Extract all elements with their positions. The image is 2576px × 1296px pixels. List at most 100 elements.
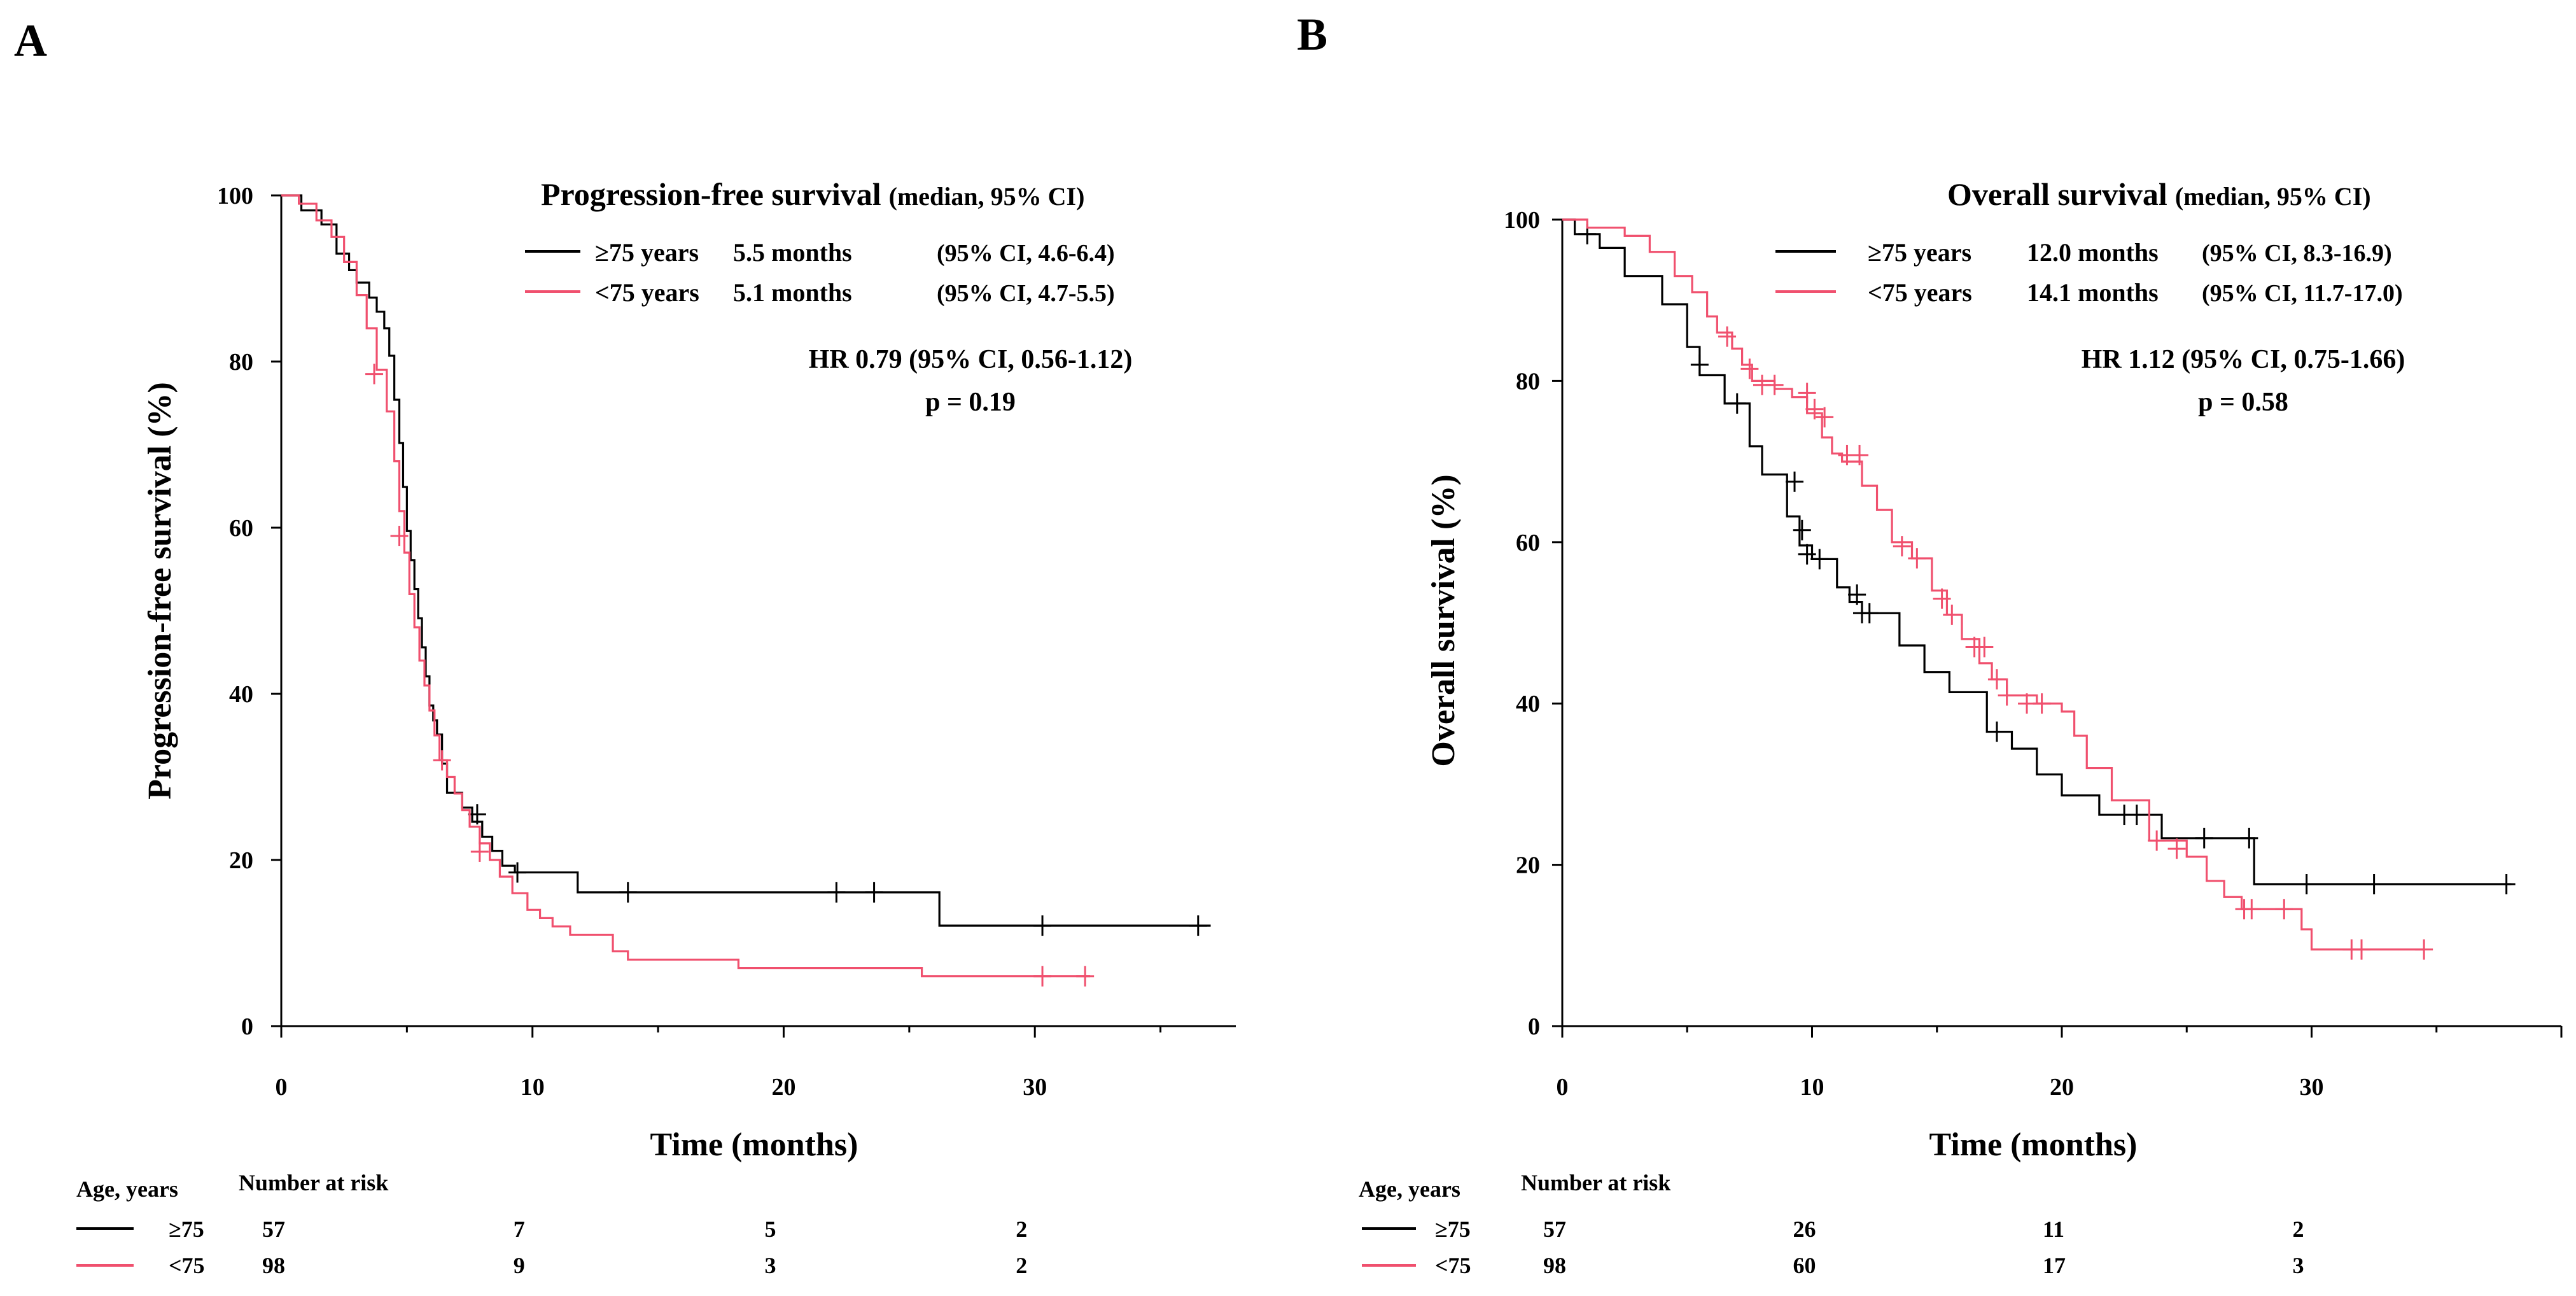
panel-b-censor-mark-lt75 [2243, 899, 2261, 920]
panel-b-censor-mark-lt75 [1975, 637, 1994, 658]
panel-b-risk-label-ge75: ≥75 [1435, 1216, 1471, 1242]
panel-b-censor-mark-ge75 [2365, 874, 2383, 895]
panel-b-censor-mark-ge75 [2497, 874, 2516, 895]
panel-b-censor-mark-ge75 [1793, 519, 1811, 540]
panel-a-risk-header-group: Age, years [76, 1176, 178, 1202]
panel-b-censor-mark-ge75 [2195, 828, 2213, 849]
panel-b-risk-value-ge75: 57 [1543, 1216, 1566, 1242]
panel-a-x-tick-label: 20 [771, 1074, 795, 1101]
panel-b-censor-mark-lt75 [2415, 939, 2433, 960]
panel-b-censor-mark-lt75 [2353, 939, 2370, 960]
panel-a-censor-mark-ge75 [1033, 915, 1052, 936]
panel-b-censor-mark-ge75 [2297, 874, 2316, 895]
panel-b-censor-mark-ge75 [1786, 471, 1804, 492]
panel-b-censor-mark-lt75 [1765, 374, 1784, 395]
panel-b-risk-value-ge75: 26 [1793, 1216, 1816, 1242]
panel-b-x-tick-label: 10 [1800, 1074, 1824, 1101]
panel-b-x-axis-title: Time (months) [1929, 1127, 2138, 1163]
panel-a-curve-ge75 [281, 194, 1211, 927]
panel-a-hazard-ratio: HR 0.79 (95% CI, 0.56-1.12) [809, 345, 1133, 374]
panel-a-censor-mark-lt75 [1076, 966, 1095, 987]
panel-b-censor-mark-lt75 [1718, 326, 1737, 347]
panel-a-risk-value-ge75: 2 [1016, 1216, 1027, 1242]
panel-b-censor-mark-lt75 [1987, 669, 2006, 690]
panel-a-risk-value-ge75: 7 [514, 1216, 525, 1242]
panel-a-censor-mark-ge75 [1189, 915, 1207, 936]
panel-a-risk-value-ge75: 57 [262, 1216, 285, 1242]
panel-a-risk-value-ge75: 5 [764, 1216, 776, 1242]
panel-b-risk-header: Number at risk [1521, 1170, 1670, 1195]
panel-b-censor-mark-ge75 [2127, 805, 2146, 826]
panel-b-risk-label-lt75: <75 [1435, 1253, 1471, 1278]
panel-b-censor-mark-lt75 [1805, 398, 1824, 419]
panel-b-censor-mark-ge75 [1810, 549, 1829, 570]
panel-b-censor-mark-ge75 [1690, 355, 1709, 376]
panel-a-title-note: (median, 95% CI) [889, 182, 1085, 211]
panel-b-p-value: p = 0.58 [2198, 388, 2288, 417]
panel-b-x-tick-label: 0 [1557, 1074, 1569, 1101]
panel-b-censor-mark-lt75 [1740, 358, 1759, 379]
panel-a-censor-mark-ge75 [468, 804, 486, 825]
panel-b-censor-mark-lt75 [1908, 548, 1926, 569]
panel-a-y-axis-title: Progression-free survival (%) [142, 382, 178, 799]
panel-a-y-tick-label: 0 [241, 1013, 253, 1040]
panel-a-risk-values: 57 7 5 2 98 9 3 2 [262, 1216, 1027, 1278]
panel-a-y-tick-label: 60 [229, 515, 253, 542]
panel-b-legend-median-ge75: 12.0 months [2027, 238, 2159, 267]
panel-a-y-tick-label: 20 [229, 847, 253, 874]
panel-b-censor-mark-lt75 [2167, 838, 2186, 859]
panel-a-censor-mark-lt75 [1033, 966, 1052, 987]
panel-a-legend-median-ge75: 5.5 months [733, 238, 852, 267]
panel-b-censor-mark-lt75 [1998, 685, 2016, 706]
panel-a-title-main: Progression-free survival [541, 176, 881, 212]
panel-b-letter: B [1297, 9, 1327, 60]
panel-b-curve-lt75 [1562, 218, 2425, 951]
panel-b-x-tick-label: 20 [2050, 1074, 2074, 1101]
panel-b-x-tick-label: 30 [2300, 1074, 2324, 1101]
panel-b-censor-mark-lt75 [1798, 383, 1816, 404]
panel-b-legend-median-lt75: 14.1 months [2027, 278, 2159, 307]
panel-b-legend-ci-lt75: (95% CI, 11.7-17.0) [2202, 280, 2403, 307]
panel-b-y-tick-label: 60 [1516, 530, 1540, 556]
panel-a-risk-value-lt75: 2 [1016, 1253, 1027, 1278]
panel-a-y-tick-label: 80 [229, 349, 253, 376]
panel-a-censor-mark-lt75 [390, 526, 409, 547]
panel-a-y-tick-label: 40 [229, 681, 253, 708]
panel-b-censor-mark-ge75 [2240, 828, 2258, 849]
panel-a-legend-median-lt75: 5.1 months [733, 278, 852, 307]
panel-a-title: Progression-free survival (median, 95% CI… [541, 176, 1084, 212]
panel-a-plot-area: 0 20 40 60 80 100 0 10 20 30 [217, 183, 1236, 1101]
panel-b-censor-mark-lt75 [2275, 899, 2293, 920]
panel-b-censor-mark-lt75 [1893, 536, 1911, 557]
panel-b-legend-ci-ge75: (95% CI, 8.3-16.9) [2202, 240, 2392, 267]
panel-b-censor-mark-ge75 [1860, 603, 1879, 624]
panel-a-censor-mark-ge75 [827, 882, 846, 903]
panel-b-title: Overall survival (median, 95% CI) [1947, 176, 2371, 212]
panel-b-title-main: Overall survival [1947, 176, 2167, 212]
panel-b-censor-mark-lt75 [1816, 407, 1834, 428]
panel-a-censor-mark-lt75 [365, 363, 384, 384]
panel-b-censor-mark-lt75 [1943, 604, 1961, 625]
panel-a-x-tick-label: 10 [521, 1074, 545, 1101]
panel-b-y-tick-label: 80 [1516, 368, 1540, 395]
panel-b-censor-mark-lt75 [2148, 830, 2166, 851]
panel-a-risk-value-lt75: 9 [514, 1253, 525, 1278]
panel-b-y-axis-title: Overall survival (%) [1425, 474, 1462, 766]
panel-b-censor-mark-lt75 [1933, 588, 1951, 609]
panel-b-censor-mark-ge75 [1728, 393, 1746, 414]
panel-b-risk-value-lt75: 98 [1543, 1253, 1566, 1278]
panel-b-y-tick-label: 0 [1528, 1013, 1540, 1040]
panel-a-p-value: p = 0.19 [925, 388, 1016, 417]
panel-b-risk-value-ge75: 11 [2043, 1216, 2064, 1242]
panel-b-y-tick-label: 40 [1516, 691, 1540, 717]
panel-a-risk-header: Number at risk [239, 1170, 388, 1195]
panel-a-censor-mark-ge75 [619, 882, 637, 903]
panel-b-censor-mark-ge75 [1798, 544, 1816, 565]
panel-a-censor-mark-ge75 [508, 862, 527, 883]
panel-b-y-tick-label: 100 [1504, 207, 1540, 234]
panel-a-legend-ci-ge75: (95% CI, 4.6-6.4) [937, 240, 1115, 267]
panel-a-x-axis-title: Time (months) [650, 1127, 858, 1163]
panel-a-curve-lt75 [281, 194, 1091, 978]
panel-a-risk-value-lt75: 98 [262, 1253, 285, 1278]
panel-a-risk-label-ge75: ≥75 [169, 1216, 204, 1242]
